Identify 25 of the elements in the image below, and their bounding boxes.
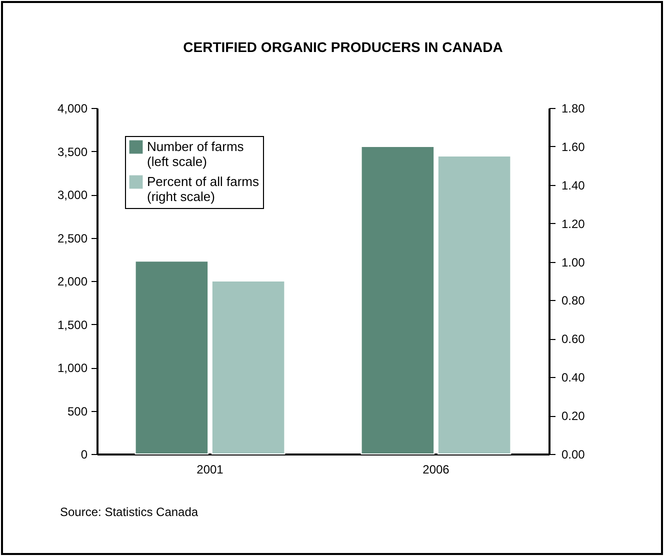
y2-tick-label: 0.60 bbox=[562, 332, 586, 346]
x-tick-label: 2006 bbox=[422, 462, 450, 476]
legend-label: Number of farms (left scale) bbox=[147, 139, 244, 169]
y-tick-label: 4,000 bbox=[57, 102, 88, 116]
y2-tick-label: 1.20 bbox=[562, 216, 586, 231]
y2-tick-label: 1.80 bbox=[562, 102, 586, 116]
y-tick-label: 0 bbox=[80, 448, 88, 462]
y2-tick-label: 0.40 bbox=[562, 370, 586, 385]
legend-label: Percent of all farms (right scale) bbox=[147, 174, 260, 204]
y-tick-label: 1,500 bbox=[57, 318, 88, 332]
y2-tick-label: 1.00 bbox=[562, 255, 586, 270]
y-tick-label: 2,000 bbox=[57, 274, 88, 288]
x-tick-label: 2001 bbox=[196, 462, 224, 476]
y-tick-label: 3,000 bbox=[57, 188, 88, 202]
y2-tick-label: 0.80 bbox=[562, 294, 586, 308]
source-note: Source: Statistics Canada bbox=[60, 505, 198, 519]
y-tick-label: 500 bbox=[67, 404, 88, 418]
chart-title: CERTIFIED ORGANIC PRODUCERS IN CANADA bbox=[183, 39, 503, 55]
y-tick-label: 3,500 bbox=[57, 144, 88, 159]
y2-tick-label: 0.00 bbox=[562, 448, 586, 462]
y2-tick-label: 1.40 bbox=[562, 178, 586, 192]
y2-tick-label: 1.60 bbox=[562, 140, 586, 154]
y-tick-label: 1,000 bbox=[57, 361, 88, 375]
y2-tick-label: 0.20 bbox=[562, 409, 586, 424]
y-tick-label: 2,500 bbox=[57, 231, 88, 246]
